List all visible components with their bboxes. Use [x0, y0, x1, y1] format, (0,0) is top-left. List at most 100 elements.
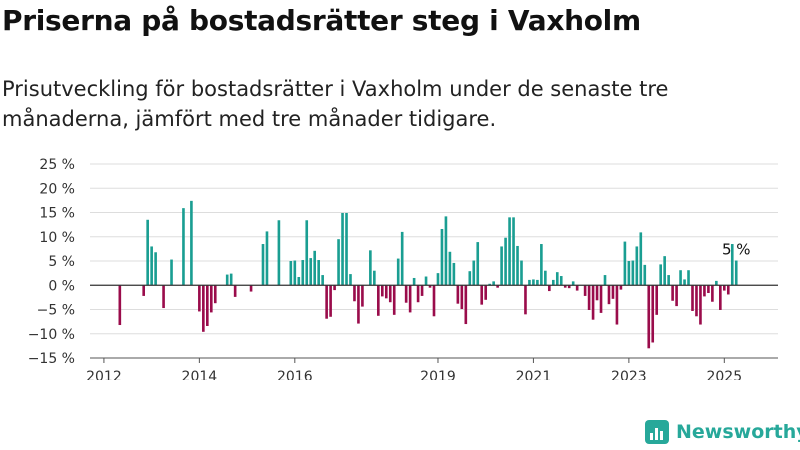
- bar: [233, 285, 237, 297]
- bar: [719, 285, 722, 310]
- bar: [639, 232, 643, 286]
- bar: [647, 285, 651, 349]
- bar: [631, 260, 635, 286]
- bar: [504, 237, 507, 286]
- bar: [575, 285, 579, 291]
- bar: [663, 256, 666, 286]
- bar: [202, 285, 205, 332]
- bar: [603, 275, 607, 286]
- bar: [369, 250, 372, 286]
- newsworthy-logo: Newsworthy: [645, 420, 800, 444]
- bar: [679, 270, 682, 286]
- bar: [599, 285, 603, 313]
- bar: [293, 260, 297, 286]
- x-tick-label: 2019: [420, 369, 456, 380]
- bar: [146, 219, 149, 286]
- bar: [559, 276, 563, 286]
- bar: [571, 281, 575, 286]
- bar: [118, 285, 122, 326]
- bar: [567, 285, 571, 289]
- bar: [607, 285, 611, 305]
- x-tick-label: 2016: [277, 369, 313, 380]
- bar: [528, 279, 531, 286]
- bar: [722, 285, 726, 291]
- bar: [432, 285, 436, 317]
- x-tick-label: 2012: [86, 369, 122, 380]
- bar: [190, 200, 193, 286]
- bar: [440, 228, 444, 286]
- bar: [408, 285, 412, 313]
- bar: [480, 285, 484, 305]
- x-tick-label: 2021: [516, 369, 552, 380]
- bar: [468, 271, 472, 286]
- chart-title: Priserna på bostadsrätter steg i Vaxholm: [2, 4, 641, 37]
- brand-name: Newsworthy: [676, 421, 800, 443]
- bar: [206, 285, 209, 326]
- bar: [337, 239, 340, 286]
- bar: [404, 285, 408, 303]
- bar: [361, 285, 364, 307]
- bar: [182, 208, 185, 286]
- y-tick-label: 10 %: [39, 230, 75, 246]
- bar: [333, 285, 336, 291]
- bar: [380, 285, 384, 297]
- bar: [659, 264, 662, 286]
- bar: [229, 273, 233, 286]
- bar: [154, 252, 157, 286]
- bar: [524, 285, 527, 315]
- bar: [516, 245, 519, 286]
- bar: [353, 285, 356, 302]
- bar: [349, 274, 352, 286]
- newsworthy-bar-chart-icon: [645, 420, 669, 444]
- bar: [691, 285, 694, 311]
- bar: [623, 241, 627, 286]
- gridlines: [90, 163, 778, 359]
- bar: [627, 261, 631, 286]
- bar: [667, 275, 670, 286]
- bar: [424, 276, 428, 286]
- bar: [619, 285, 623, 290]
- bar: [591, 285, 595, 320]
- last-value-label: 5 %: [722, 241, 751, 259]
- bar: [142, 285, 146, 296]
- bar: [289, 261, 293, 286]
- y-tick-label: 25 %: [39, 157, 75, 173]
- bar: [305, 220, 309, 286]
- bar: [357, 285, 360, 324]
- bar: [249, 285, 253, 292]
- bar: [635, 246, 639, 286]
- bar: [213, 285, 217, 304]
- bar: [341, 212, 344, 286]
- x-tick-label: 2014: [182, 369, 218, 380]
- bar: [297, 277, 301, 286]
- x-tick-label: 2025: [706, 369, 742, 380]
- bar: [544, 270, 547, 286]
- bar: [651, 285, 655, 343]
- bar: [726, 285, 730, 295]
- bar: [448, 251, 452, 286]
- bar: [476, 242, 480, 286]
- bar: [512, 217, 515, 286]
- bar: [508, 217, 511, 286]
- x-tick-label: 2023: [611, 369, 647, 380]
- bar: [345, 212, 348, 286]
- y-tick-label: 20 %: [39, 181, 75, 197]
- y-tick-label: −10 %: [28, 327, 75, 343]
- bar: [309, 258, 313, 286]
- bar: [460, 285, 464, 310]
- bar: [551, 279, 555, 286]
- bar: [329, 285, 332, 317]
- bar: [540, 244, 543, 286]
- bar: [436, 273, 440, 286]
- bar: [671, 285, 674, 301]
- bar: [699, 285, 702, 325]
- y-tick-label: −5 %: [37, 303, 75, 319]
- bar: [484, 285, 488, 300]
- bar: [492, 281, 495, 286]
- bar: [595, 285, 599, 301]
- bar: [198, 285, 201, 312]
- bar: [428, 285, 432, 288]
- bar: [520, 260, 523, 286]
- bar: [730, 244, 734, 286]
- bar: [536, 279, 539, 286]
